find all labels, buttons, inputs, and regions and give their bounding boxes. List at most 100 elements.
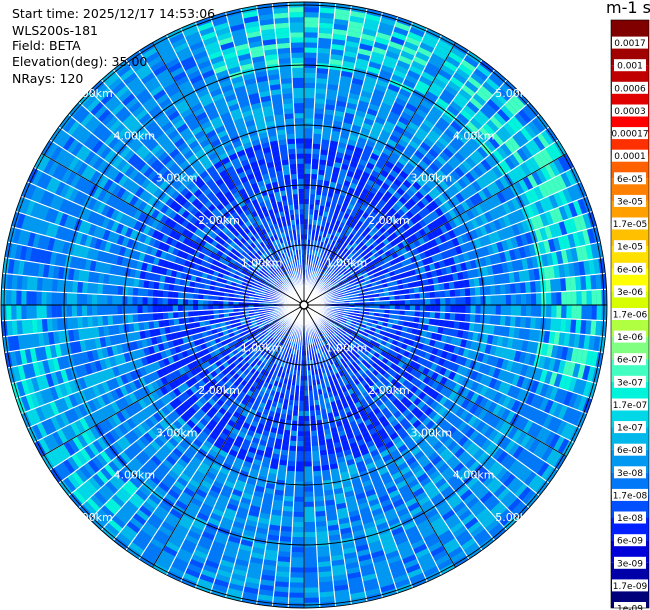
range-gate-cell	[349, 87, 362, 96]
range-gate-cell	[281, 444, 290, 451]
range-gate-cell	[427, 277, 434, 286]
range-gate-cell	[400, 331, 407, 338]
range-gate-cell	[339, 358, 346, 365]
range-gate-cell	[378, 415, 388, 424]
range-gate-cell	[468, 278, 475, 288]
range-gate-cell	[496, 87, 512, 102]
range-gate-cell	[447, 80, 462, 93]
range-gate-cell	[448, 256, 456, 266]
range-gate-cell	[497, 393, 507, 406]
range-gate-cell	[520, 305, 527, 317]
range-gate-cell	[349, 160, 359, 169]
range-gate-cell	[582, 380, 592, 398]
range-gate-cell	[407, 339, 415, 347]
range-gate-cell	[450, 247, 458, 257]
range-gate-cell	[375, 161, 385, 170]
range-gate-cell	[324, 326, 329, 332]
range-gate-cell	[341, 184, 350, 192]
range-gate-cell	[457, 271, 464, 281]
range-gate-cell	[479, 213, 489, 225]
range-gate-cell	[492, 206, 503, 219]
range-gate-cell	[422, 429, 433, 441]
range-gate-cell	[440, 466, 453, 478]
range-gate-cell	[481, 186, 493, 199]
range-gate-cell	[414, 51, 431, 63]
range-gate-cell	[326, 160, 335, 167]
range-gate-cell	[547, 357, 556, 372]
range-gate-cell	[308, 209, 315, 215]
range-gate-cell	[506, 337, 514, 350]
range-gate-cell	[339, 331, 345, 337]
range-gate-cell	[347, 327, 354, 333]
range-gate-cell	[285, 480, 295, 487]
range-gate-cell	[400, 111, 413, 122]
range-gate-cell	[315, 73, 329, 79]
range-gate-cell	[543, 239, 551, 254]
range-gate-cell	[412, 112, 426, 123]
range-gate-cell	[385, 50, 400, 60]
range-gate-cell	[487, 136, 501, 150]
range-gate-cell	[595, 273, 602, 290]
range-gate-cell	[304, 577, 319, 583]
range-gate-cell	[307, 224, 313, 230]
range-gate-cell	[506, 476, 520, 491]
range-gate-cell	[530, 292, 537, 305]
range-gate-cell	[425, 166, 437, 177]
range-gate-cell	[512, 133, 525, 148]
range-gate-cell	[295, 466, 304, 472]
range-gate-cell	[288, 592, 304, 598]
range-gate-cell	[351, 248, 358, 256]
range-gate-cell	[341, 122, 353, 130]
range-gate-cell	[350, 348, 357, 355]
range-gate-cell	[435, 383, 444, 394]
range-gate-cell	[458, 279, 465, 289]
range-gate-cell	[316, 57, 330, 64]
range-gate-cell	[499, 251, 507, 263]
range-gate-cell	[438, 204, 448, 215]
range-gate-cell	[383, 423, 394, 433]
range-gate-cell	[524, 281, 531, 294]
range-gate-cell	[469, 97, 484, 110]
range-gate-cell	[565, 318, 572, 333]
range-gate-cell	[333, 322, 339, 327]
range-gate-cell	[546, 292, 552, 305]
range-gate-cell	[316, 546, 330, 553]
range-gate-cell	[363, 183, 373, 192]
range-gate-cell	[455, 305, 461, 314]
range-gate-cell	[571, 305, 577, 320]
range-gate-cell	[314, 261, 319, 267]
range-gate-cell	[485, 295, 491, 305]
range-gate-cell	[437, 275, 444, 284]
range-gate-cell	[527, 421, 538, 437]
range-gate-cell	[422, 137, 435, 149]
range-gate-cell	[304, 158, 312, 164]
range-gate-cell	[457, 420, 468, 433]
range-gate-cell	[304, 108, 315, 114]
range-gate-cell	[475, 89, 490, 103]
range-gate-cell	[389, 406, 399, 415]
range-gate-cell	[561, 305, 567, 319]
range-gate-cell	[534, 395, 545, 410]
range-gate-cell	[420, 196, 430, 207]
range-gate-cell	[304, 193, 310, 200]
range-gate-cell	[332, 166, 341, 174]
range-gate-cell	[476, 161, 488, 175]
range-gate-cell	[328, 245, 334, 252]
range-gate-cell	[425, 114, 438, 126]
range-gate-cell	[430, 81, 445, 94]
range-gate-cell	[387, 156, 398, 166]
range-gate-cell	[327, 268, 333, 274]
range-gate-cell	[427, 148, 440, 159]
range-gate-cell	[328, 341, 334, 348]
range-gate-cell	[304, 597, 320, 603]
range-gate-cell	[501, 201, 512, 215]
range-gate-cell	[311, 445, 320, 452]
range-gate-cell	[503, 494, 518, 509]
range-gate-cell	[291, 531, 304, 538]
range-gate-cell	[544, 225, 553, 240]
range-gate-cell	[457, 147, 470, 160]
range-gate-cell	[515, 431, 528, 446]
range-gate-cell	[464, 313, 471, 323]
range-gate-cell	[345, 237, 352, 244]
